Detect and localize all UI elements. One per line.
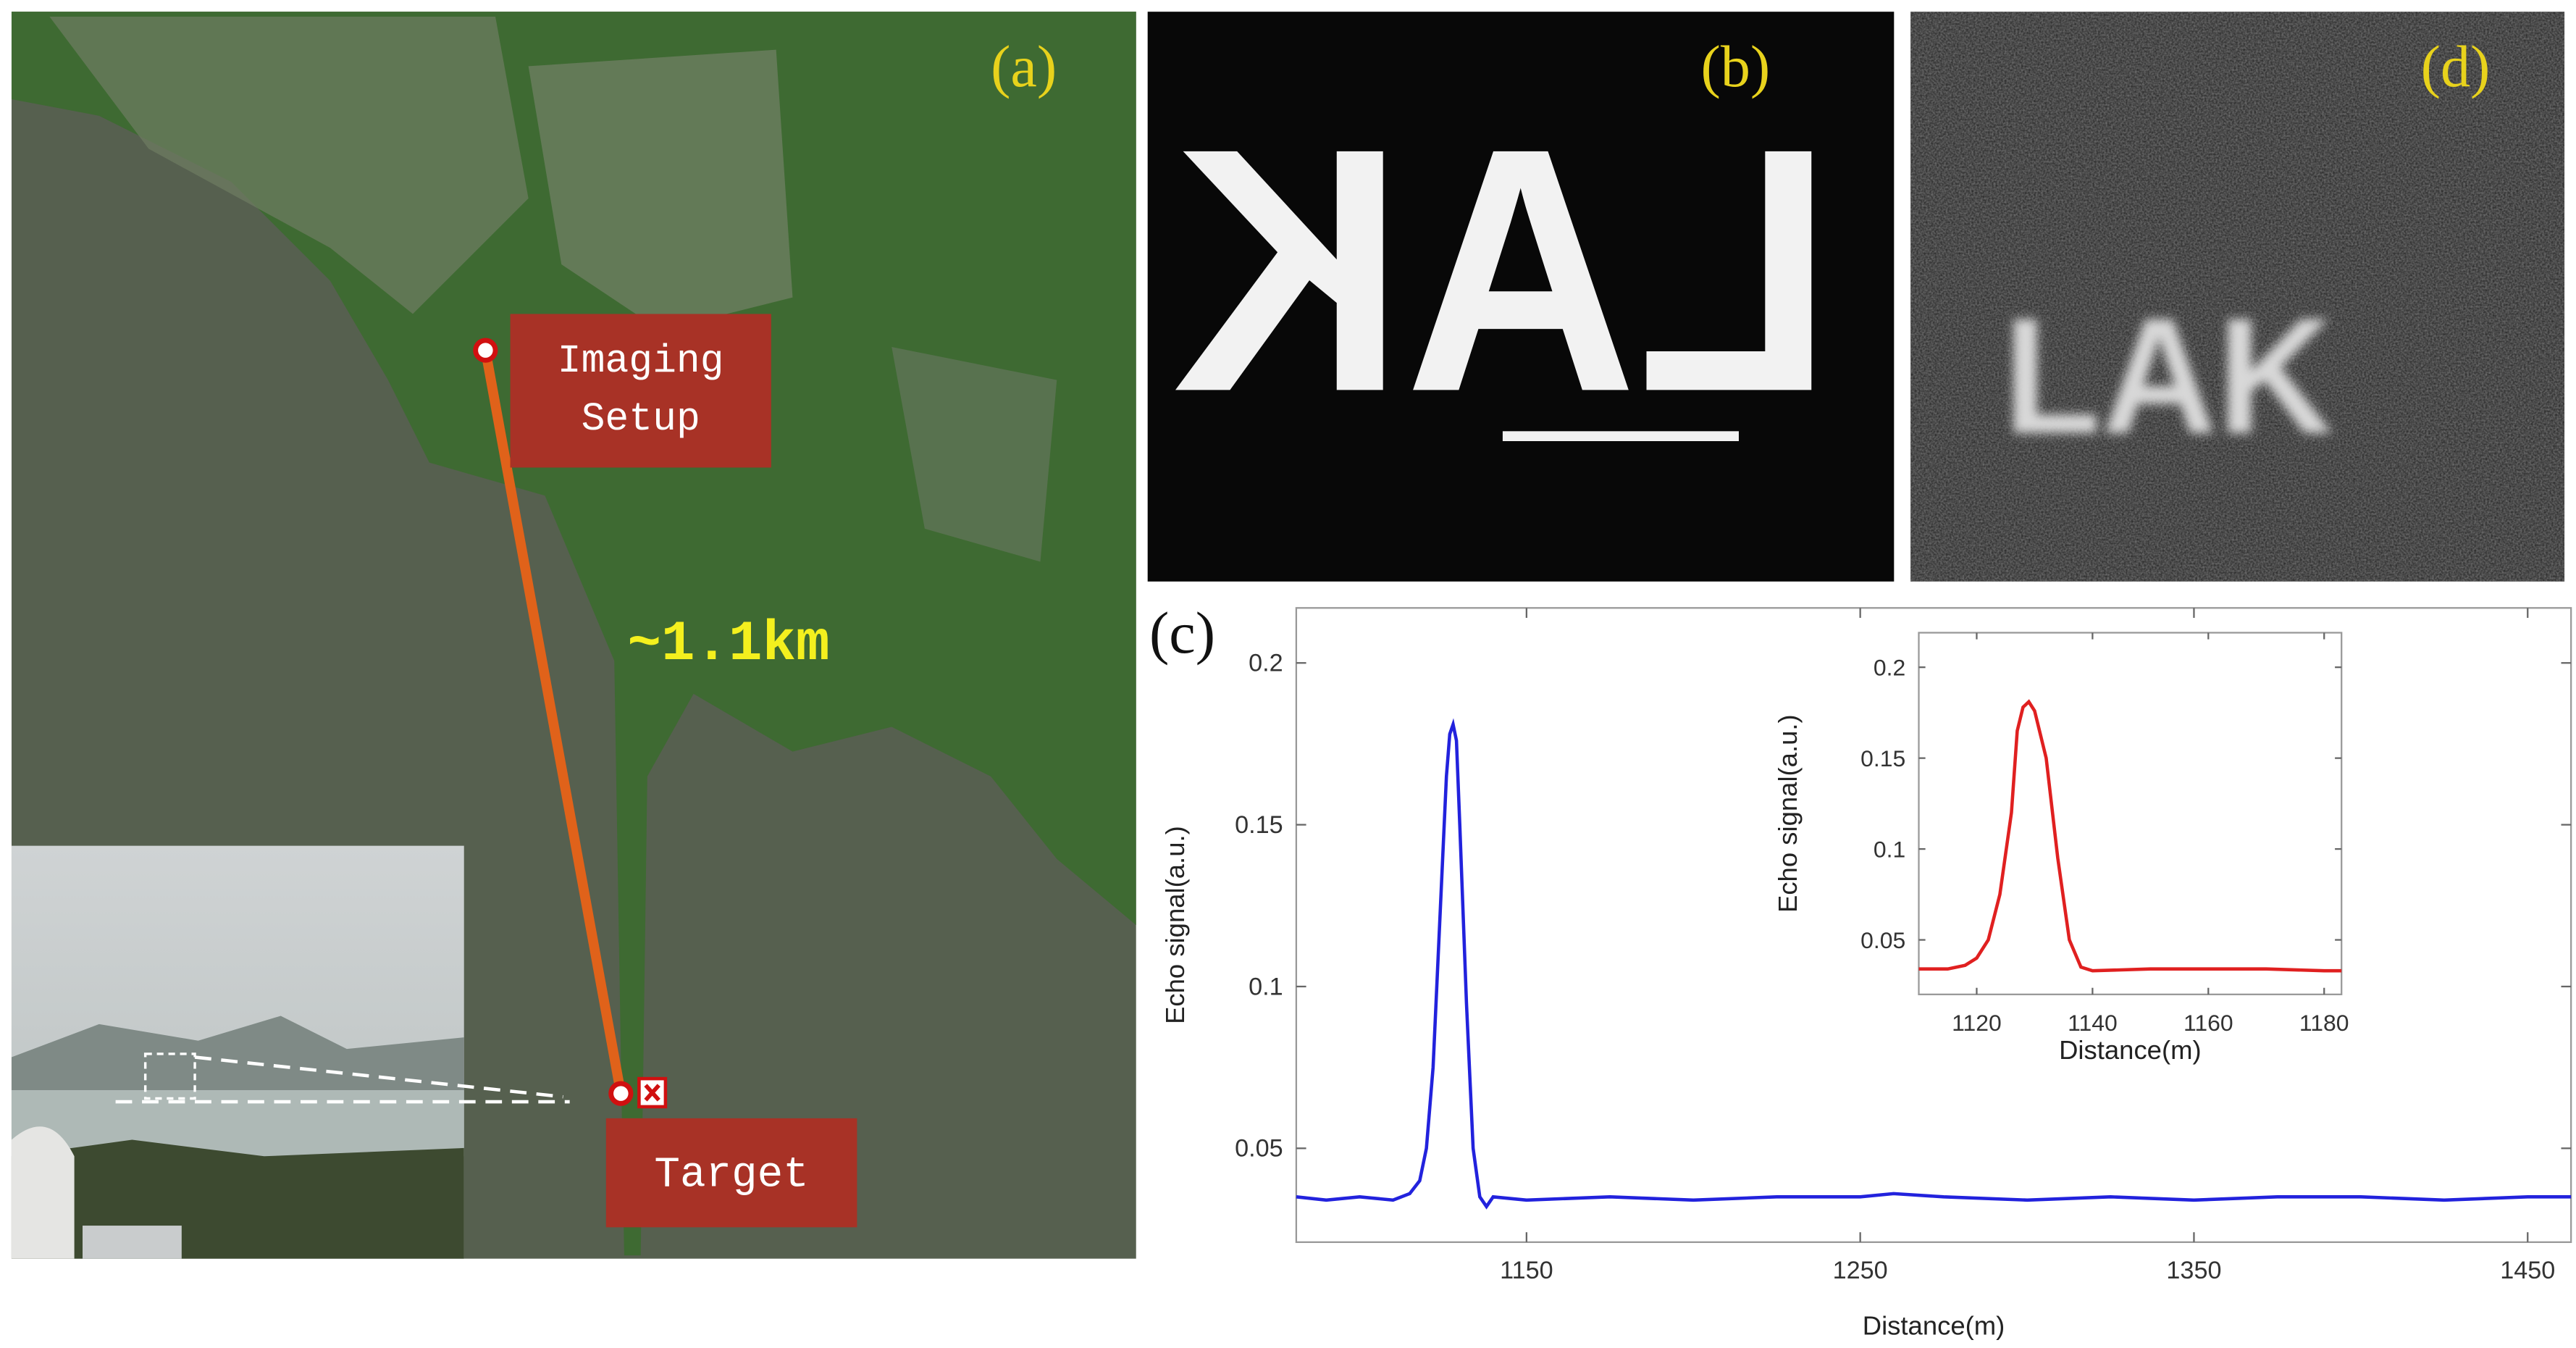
- range-line: [480, 349, 626, 1094]
- x-tick-label: 1180: [2299, 1010, 2349, 1036]
- x-tick-label: 1120: [1952, 1010, 2002, 1036]
- panel-label: (d): [2421, 33, 2491, 99]
- inset-photo: [11, 845, 464, 1259]
- x-axis-label: Distance(m): [2059, 1035, 2202, 1065]
- distance-label: ~1.1km: [627, 613, 829, 677]
- target-bar: [1502, 431, 1739, 442]
- x-tick-label: 1140: [2068, 1010, 2118, 1036]
- photo-background: [1147, 12, 1895, 582]
- image-noise: [1910, 12, 2565, 582]
- target-label: Target: [654, 1150, 808, 1199]
- setup-label: Setup: [582, 397, 700, 442]
- target-marker: [608, 1081, 634, 1106]
- panel-label: (a): [991, 33, 1057, 99]
- target-box: [605, 1118, 857, 1228]
- x-axis-label: Distance(m): [1863, 1311, 2005, 1341]
- y-tick-label: 0.15: [1860, 745, 1905, 771]
- y-tick-label: 0.2: [1874, 655, 1905, 681]
- y-tick-label: 0.1: [1249, 973, 1283, 1000]
- setup-label: Imaging: [558, 339, 724, 384]
- campus: [528, 49, 793, 331]
- y-axis-label: Echo signal(a.u.): [1773, 714, 1803, 913]
- y-tick-label: 0.05: [1860, 927, 1905, 953]
- x-tick-label: 1250: [1833, 1257, 1888, 1284]
- dashed-link: [194, 1055, 563, 1099]
- target-photo-panel: LAK (b): [1147, 12, 1895, 582]
- target-icon: [637, 1076, 668, 1109]
- campus: [891, 347, 1057, 562]
- panel-label: (b): [1701, 33, 1771, 99]
- target-letters: LAK: [1172, 77, 1833, 464]
- y-tick-label: 0.1: [1874, 837, 1905, 863]
- x-tick-label: 1450: [2500, 1257, 2555, 1284]
- plot-area: [1918, 632, 2343, 995]
- y-tick-label: 0.05: [1235, 1135, 1283, 1163]
- x-tick-label: 1350: [2166, 1257, 2221, 1284]
- echo-panel: (c) 1150 1250 1350 1450 0.05 0.1 0.15 0.2 Distan…: [1149, 600, 2572, 1341]
- setup-box: [510, 314, 771, 468]
- y-tick-label: 0.2: [1249, 650, 1283, 677]
- reconstructed-letters: LAK: [2003, 285, 2333, 469]
- map-panel: Imaging Setup Target ~1.1km (a): [11, 12, 1136, 1259]
- signal-line: [1296, 718, 2572, 1210]
- target-icon: [644, 1084, 660, 1102]
- reconstruction-panel: LAK (d): [1910, 12, 2565, 582]
- panel-label: (c): [1149, 600, 1215, 666]
- y-axis-label: Echo signal(a.u.): [1160, 826, 1190, 1024]
- setup-marker: [473, 338, 498, 363]
- land: [11, 12, 1136, 1256]
- signal-line: [1918, 699, 2342, 973]
- x-tick-label: 1150: [1500, 1257, 1553, 1284]
- campus: [49, 17, 529, 314]
- y-tick-label: 0.15: [1235, 811, 1283, 839]
- x-tick-label: 1160: [2183, 1010, 2233, 1036]
